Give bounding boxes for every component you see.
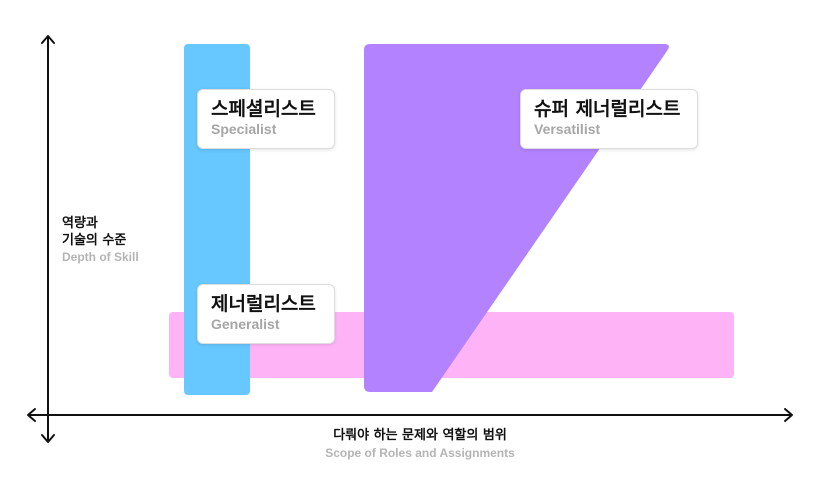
y-axis-label: 역량과 기술의 수준 Depth of Skill bbox=[62, 215, 172, 265]
generalist-card: 제너럴리스트 Generalist bbox=[197, 284, 335, 344]
specialist-card: 스페셜리스트 Specialist bbox=[197, 89, 335, 149]
x-axis-subtitle: Scope of Roles and Assignments bbox=[325, 446, 515, 460]
y-axis-title-line2: 기술의 수준 bbox=[62, 233, 127, 248]
versatilist-card: 슈퍼 제너럴리스트 Versatilist bbox=[520, 89, 698, 149]
specialist-title: 스페셜리스트 bbox=[211, 98, 316, 120]
versatilist-subtitle: Versatilist bbox=[534, 121, 601, 137]
x-axis-arrow-right bbox=[784, 408, 793, 422]
y-axis-arrow-up bbox=[41, 35, 55, 44]
generalist-subtitle: Generalist bbox=[211, 316, 280, 332]
y-axis-arrow-down bbox=[41, 434, 55, 443]
x-axis-title: 다뤄야 하는 문제와 역할의 범위 bbox=[333, 428, 507, 443]
specialist-subtitle: Specialist bbox=[211, 121, 277, 137]
x-axis-arrow-left bbox=[27, 408, 36, 422]
y-axis-title-line1: 역량과 bbox=[62, 216, 98, 231]
versatilist-title: 슈퍼 제너럴리스트 bbox=[534, 98, 681, 120]
x-axis-label: 다뤄야 하는 문제와 역할의 범위 Scope of Roles and Ass… bbox=[260, 427, 580, 461]
y-axis-subtitle: Depth of Skill bbox=[62, 250, 139, 264]
x-axis bbox=[27, 408, 793, 422]
y-axis bbox=[41, 35, 55, 443]
generalist-title: 제너럴리스트 bbox=[211, 293, 316, 315]
